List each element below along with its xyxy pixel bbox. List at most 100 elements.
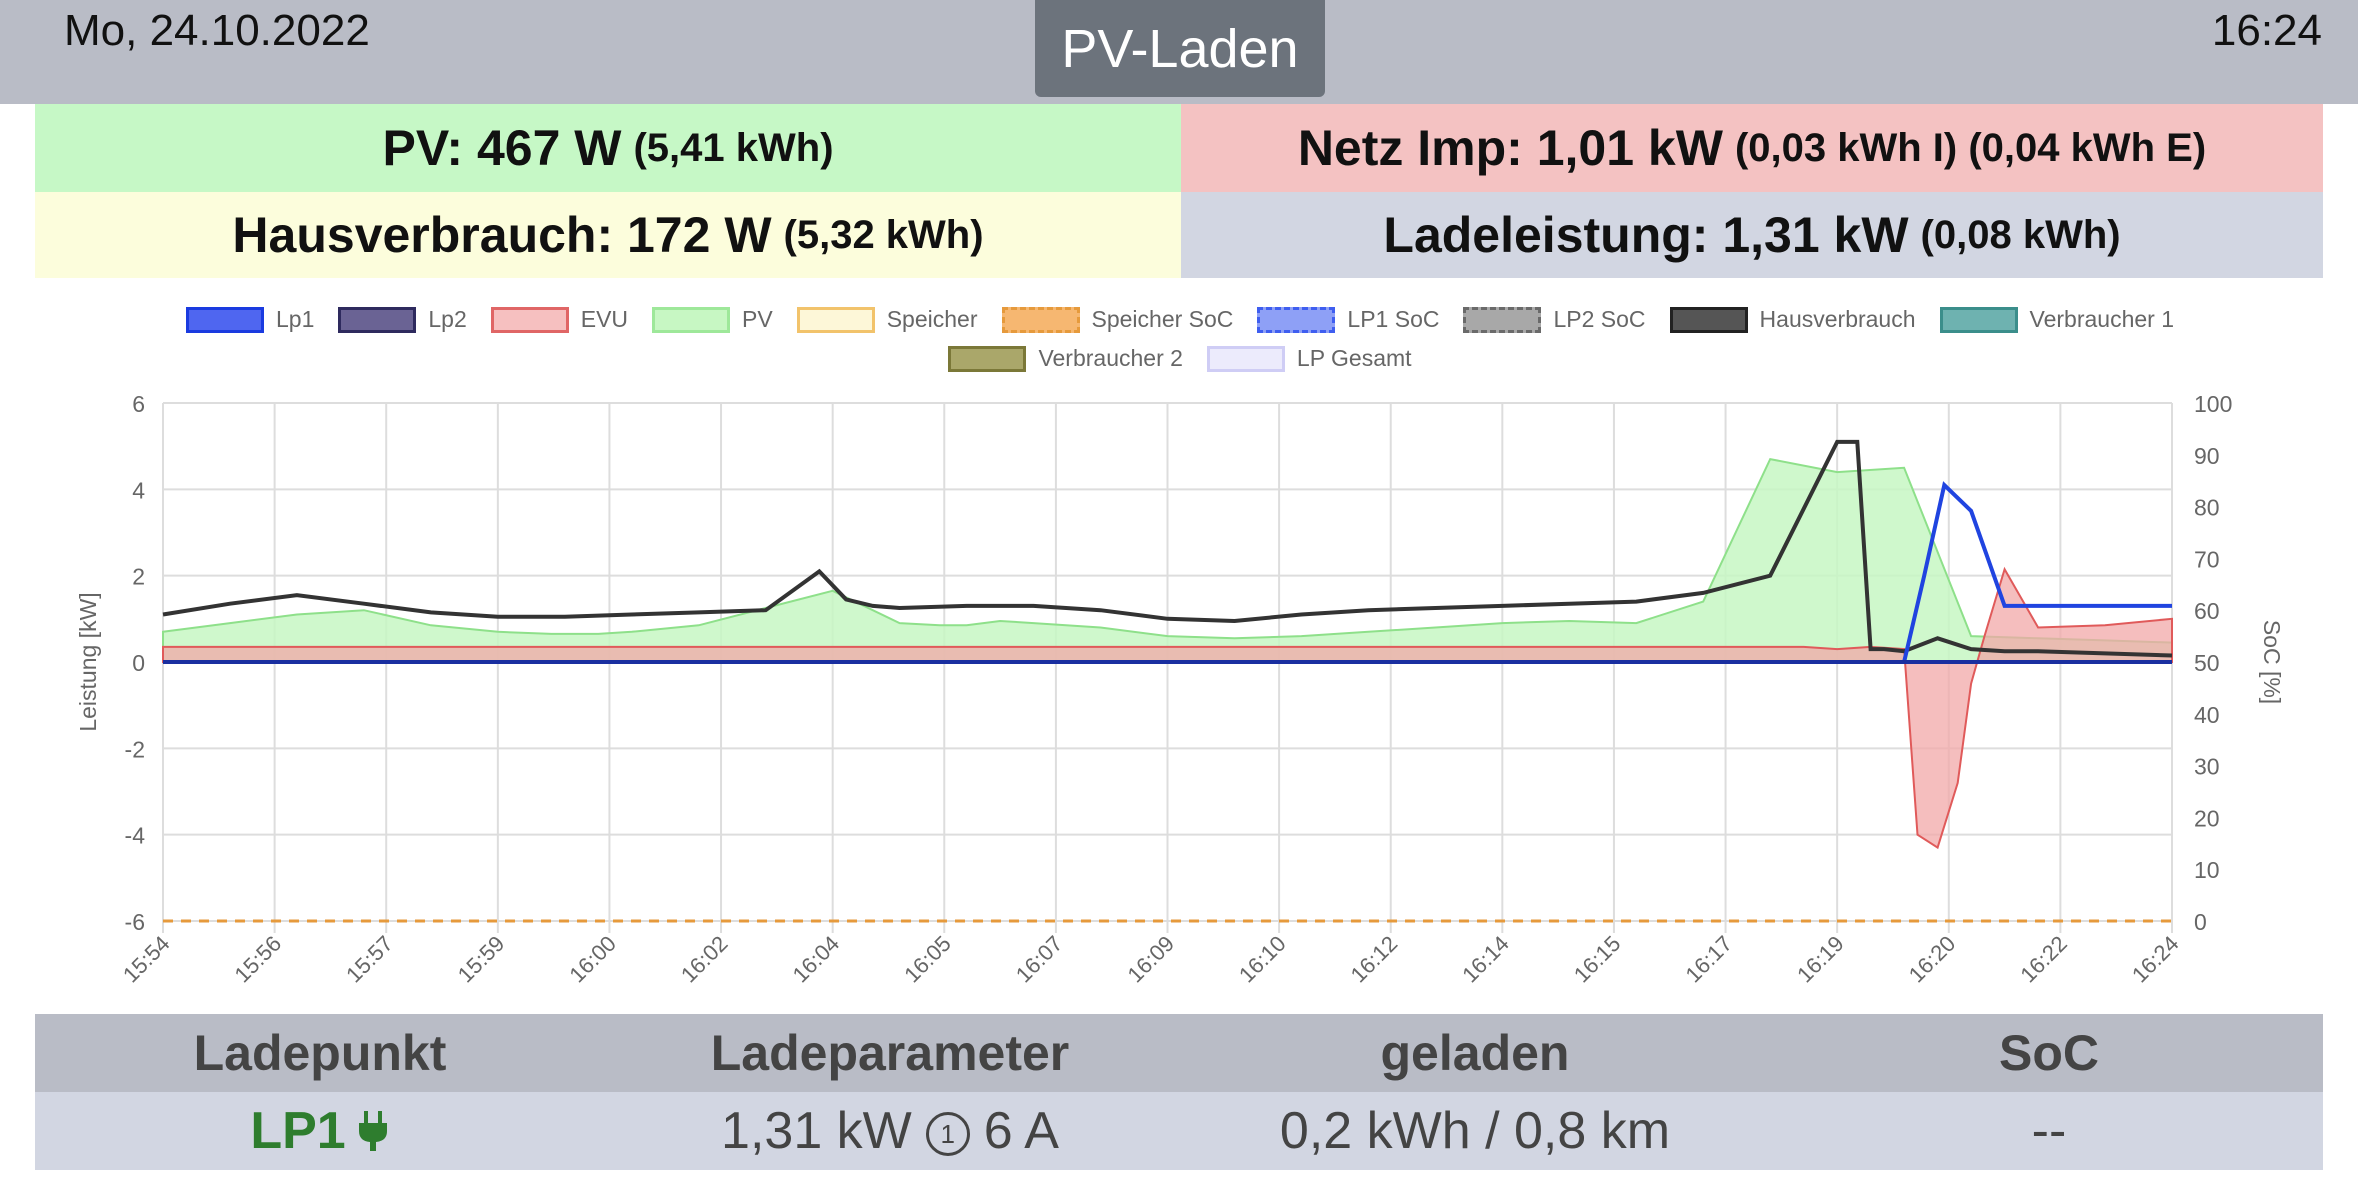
legend-item-speicher-soc[interactable]: Speicher SoC	[1001, 306, 1234, 333]
x-tick-label: 16:04	[788, 931, 845, 988]
legend-label: Speicher SoC	[1091, 306, 1234, 332]
charge-mode-button[interactable]: PV-Laden	[1035, 0, 1325, 97]
y2-tick-label: 0	[2194, 909, 2207, 935]
legend-label: LP2 SoC	[1553, 306, 1646, 332]
legend-item-lp2[interactable]: Lp2	[338, 306, 467, 333]
plug-icon	[358, 1111, 387, 1151]
legend-label: Lp1	[275, 306, 315, 332]
legend-item-verbraucher-1[interactable]: Verbraucher 1	[1939, 306, 2174, 333]
charge-power: 1,31 kW	[721, 1102, 912, 1160]
house-consumption-panel: Hausverbrauch: 172 W (5,32 kWh)	[35, 192, 1181, 278]
y2-tick-label: 10	[2194, 857, 2220, 883]
house-energy-value: (5,32 kWh)	[783, 212, 984, 257]
x-tick-label: 16:22	[2015, 931, 2072, 988]
y-tick-label: 0	[132, 650, 145, 676]
legend-item-lp1-soc[interactable]: LP1 SoC	[1257, 306, 1439, 333]
x-tick-label: 16:14	[1457, 931, 1514, 988]
legend-swatch	[490, 306, 569, 333]
x-tick-label: 16:17	[1680, 931, 1737, 988]
y-tick-label: 2	[132, 564, 145, 590]
y2-tick-label: 80	[2194, 495, 2220, 521]
y2-tick-label: 90	[2194, 443, 2220, 469]
legend-item-lp-gesamt[interactable]: LP Gesamt	[1206, 345, 1412, 372]
pv-energy-value: (5,41 kWh)	[633, 125, 834, 170]
y2-tick-label: 100	[2194, 391, 2232, 417]
legend-label: LP Gesamt	[1296, 345, 1412, 371]
legend-label: Lp2	[428, 306, 467, 332]
header-soc: SoC	[1999, 1025, 2099, 1081]
chargepoint-label: LP1	[250, 1102, 346, 1160]
x-tick-label: 15:54	[118, 931, 175, 988]
legend-swatch	[1939, 306, 2018, 333]
y-tick-label: -6	[125, 909, 145, 935]
x-tick-label: 16:09	[1122, 931, 1179, 988]
y2-tick-label: 50	[2194, 650, 2220, 676]
x-tick-label: 15:57	[341, 931, 398, 988]
legend-swatch	[185, 306, 264, 333]
pv-power-value: PV: 467 W	[382, 120, 622, 176]
top-bar: Mo, 24.10.2022 PV-Laden 16:24	[0, 0, 2358, 104]
series-evu	[162, 566, 2173, 850]
chargepoint-name[interactable]: LP1	[35, 1101, 605, 1161]
legend-swatch	[338, 306, 417, 333]
legend-label: EVU	[580, 306, 629, 332]
x-tick-label: 16:12	[1346, 931, 1403, 988]
legend-swatch	[948, 345, 1027, 372]
date-display: Mo, 24.10.2022	[64, 6, 370, 55]
header-ladepunkt: Ladepunkt	[193, 1025, 447, 1081]
legend-label: Verbraucher 2	[1038, 345, 1183, 371]
grid-import-value: Netz Imp: 1,01 kW	[1297, 120, 1723, 176]
y-tick-label: 6	[132, 391, 145, 417]
chargepoint-table-header: Ladepunkt Ladeparameter geladen SoC	[35, 1014, 2323, 1092]
series-hausverbrauch	[162, 439, 2173, 658]
legend-label: Verbraucher 1	[2029, 306, 2174, 332]
y-tick-label: -2	[125, 736, 145, 762]
y2-tick-label: 40	[2194, 702, 2220, 728]
legend-item-lp1[interactable]: Lp1	[185, 306, 315, 333]
x-tick-label: 16:19	[1792, 931, 1849, 988]
time-display: 16:24	[2211, 6, 2322, 55]
y-tick-label: -4	[125, 823, 146, 849]
charged-energy: 0,2 kWh / 0,8 km	[1279, 1102, 1671, 1160]
legend-swatch	[652, 306, 731, 333]
legend-swatch	[1001, 306, 1080, 333]
legend-item-evu[interactable]: EVU	[490, 306, 629, 333]
chart-legend: Lp1 Lp2 EVU PV Speicher Speicher SoC LP1 SoC LP…	[100, 306, 2260, 372]
chargepoint-row[interactable]: LP1 1,31 kW 1 6 A 0,2 kWh / 0,8 km --	[35, 1092, 2323, 1170]
y2-tick-label: 20	[2194, 805, 2220, 831]
y2-axis-label: SoC [%]	[2259, 620, 2285, 704]
x-tick-label: 16:07	[1011, 931, 1068, 988]
header-ladeparameter: Ladeparameter	[710, 1025, 1070, 1081]
legend-item-verbraucher-2[interactable]: Verbraucher 2	[948, 345, 1183, 372]
legend-label: Speicher	[886, 306, 978, 332]
legend-item-lp2-soc[interactable]: LP2 SoC	[1463, 306, 1646, 333]
charging-power-panel: Ladeleistung: 1,31 kW (0,08 kWh)	[1181, 192, 2323, 278]
y-axis-label: Leistung [kW]	[75, 592, 101, 731]
legend-item-hausverbrauch[interactable]: Hausverbrauch	[1669, 306, 1916, 333]
legend-swatch	[1669, 306, 1748, 333]
header-geladen: geladen	[1380, 1025, 1570, 1081]
y2-tick-label: 70	[2194, 546, 2220, 572]
legend-swatch	[1463, 306, 1542, 333]
legend-swatch	[1206, 345, 1285, 372]
legend-label: Hausverbrauch	[1759, 306, 1916, 332]
x-tick-label: 16:05	[899, 931, 956, 988]
y-tick-label: 4	[132, 477, 145, 503]
x-tick-label: 16:24	[2127, 931, 2184, 988]
x-tick-label: 15:59	[453, 931, 510, 988]
x-tick-label: 15:56	[230, 931, 287, 988]
series-pv	[162, 457, 2173, 663]
legend-swatch	[1257, 306, 1336, 333]
grid-import-panel: Netz Imp: 1,01 kW (0,03 kWh I) (0,04 kWh…	[1181, 104, 2323, 192]
x-tick-label: 16:20	[1904, 931, 1961, 988]
legend-item-speicher[interactable]: Speicher	[796, 306, 978, 333]
charging-energy-value: (0,08 kWh)	[1920, 212, 2121, 257]
legend-item-pv[interactable]: PV	[652, 306, 773, 333]
y2-tick-label: 30	[2194, 754, 2220, 780]
x-tick-label: 16:15	[1569, 931, 1626, 988]
x-tick-label: 16:02	[676, 931, 733, 988]
legend-label: LP1 SoC	[1347, 306, 1440, 332]
charge-current: 6 A	[983, 1102, 1059, 1160]
grid-energy-value: (0,03 kWh I) (0,04 kWh E)	[1734, 125, 2207, 170]
